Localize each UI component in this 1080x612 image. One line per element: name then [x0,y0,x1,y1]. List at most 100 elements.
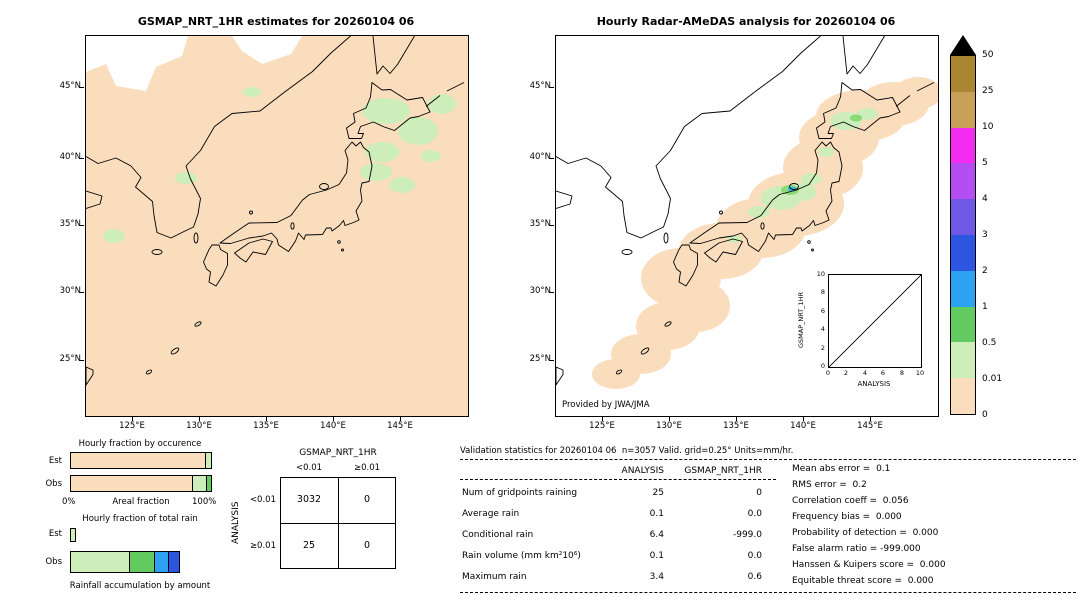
inset-y-tick: 6 [820,307,825,315]
colorbar-segment [951,199,975,235]
dashed-rule [460,459,1076,460]
inset-y-tick: 2 [820,344,825,352]
tick-mark [80,158,84,159]
inset-y-tick: 0 [820,362,825,370]
tick-mark [80,87,84,88]
tick-mark [266,417,267,421]
colorbar-segment [951,234,975,271]
colorbar-tick-label: 25 [982,86,994,96]
tick-mark [80,360,84,361]
colorbar-segment [951,270,975,307]
tick-mark [870,417,871,421]
contingency-row-header: ≥0.01 [249,541,276,551]
lon-tick-label: 145°E [857,421,883,431]
inset-y-tick: 4 [820,325,825,333]
bar-segment-norain [71,453,206,468]
colorbar-tick-label: 0.5 [982,338,997,348]
inset-x-tick: 6 [880,369,886,377]
tick-mark [550,360,554,361]
colorbar [950,55,976,415]
row-label-obs: Obs [45,479,62,489]
tick-mark [803,417,804,421]
lon-tick-label: 125°E [119,421,145,431]
lat-tick-label: 40°N [529,152,551,162]
lon-tick-label: 130°E [186,421,212,431]
colorbar-tick-label: 10 [982,122,994,132]
inset-x-tick: 8 [899,369,905,377]
stats-row-label: Average rain [462,509,520,519]
row-label-est: Est [48,456,62,466]
colorbar-tick-label: 3 [982,230,988,240]
lon-tick-label: 140°E [320,421,346,431]
lon-tick-label: 140°E [790,421,816,431]
lat-tick-label: 35°N [59,219,81,229]
colorbar-segment [951,306,975,343]
score-line: Equitable threat score = 0.000 [792,576,934,586]
colorbar-tick-label: 5 [982,158,988,168]
left-map-rain-patches [103,87,456,243]
left-map-nodata-patches [86,36,302,91]
contingency-grid [280,477,396,569]
stats-value-analysis: 25 [652,488,664,498]
score-line: RMS error = 0.2 [792,480,867,490]
dashed-rule [460,592,1076,593]
lat-tick-label: 45°N [59,81,81,91]
colorbar-segment [951,342,975,379]
contingency-cell: 3032 [296,494,322,505]
colorbar-tick-label: 0.01 [982,374,1003,384]
stats-value-analysis: 0.1 [649,551,664,561]
colorbar-segment [951,127,975,164]
contingency-cell: 25 [302,540,316,551]
colorbar-segment [951,378,975,414]
score-line: Frequency bias = 0.000 [792,512,902,522]
score-line: Correlation coeff = 0.056 [792,496,909,506]
contingency-row-header: <0.01 [249,495,276,505]
bar-segment-heavy [168,552,179,572]
row-label-est: Est [48,529,62,539]
bar-segment-moderate [153,552,169,572]
totalrain-bar-obs [70,551,180,573]
colorbar-segment [951,56,975,92]
stats-value-analysis: 6.4 [649,530,664,540]
right-map: Provided by JWA/JMA 10 8 6 4 2 0 0 2 4 6… [555,35,939,417]
bar-segment-lightrain [71,552,130,572]
stats-row-label: Maximum rain [462,572,527,582]
lon-tick-label: 125°E [589,421,615,431]
occurrence-x-label: Areal fraction [112,497,170,507]
colorbar-over-arrow [950,35,976,55]
tick-mark [550,87,554,88]
tick-mark [736,417,737,421]
bar-segment-rain [205,476,211,491]
inset-y-label: GSMAP_NRT_1HR [797,291,805,349]
occurrence-bar-est [70,452,212,469]
inset-x-label: ANALYSIS [857,380,891,388]
tick-mark [550,225,554,226]
stats-value-gsmap: 0.0 [747,509,762,519]
contingency-title: GSMAP_NRT_1HR [299,448,377,458]
score-line: False alarm ratio = -999.000 [792,544,921,554]
lat-tick-label: 35°N [529,219,551,229]
right-map-canvas [556,36,938,389]
contingency-cell: 0 [363,494,371,505]
lat-tick-label: 45°N [529,81,551,91]
stats-row-label: Num of gridpoints raining [462,488,578,498]
colorbar-segment [951,91,975,128]
totalrain-bar-est [70,528,76,542]
lat-tick-label: 25°N [529,354,551,364]
lon-tick-label: 145°E [387,421,413,431]
contingency-col-header: <0.01 [295,463,323,473]
tick-mark [400,417,401,421]
stats-header: Validation statistics for 20260104 06 n=… [460,446,794,456]
inset-y-tick: 8 [820,288,825,296]
score-line: Probability of detection = 0.000 [792,528,939,538]
stats-row-label: Conditional rain [462,530,534,540]
tick-mark [669,417,670,421]
bar-segment-lightrain [191,476,206,491]
scatter-inset-axes [828,274,922,368]
left-map [85,35,469,417]
bar-segment-norain [71,476,192,491]
bar-segment-rain [129,552,154,572]
inset-x-tick: 0 [825,369,831,377]
tick-mark [199,417,200,421]
stats-value-gsmap: 0.6 [747,572,762,582]
